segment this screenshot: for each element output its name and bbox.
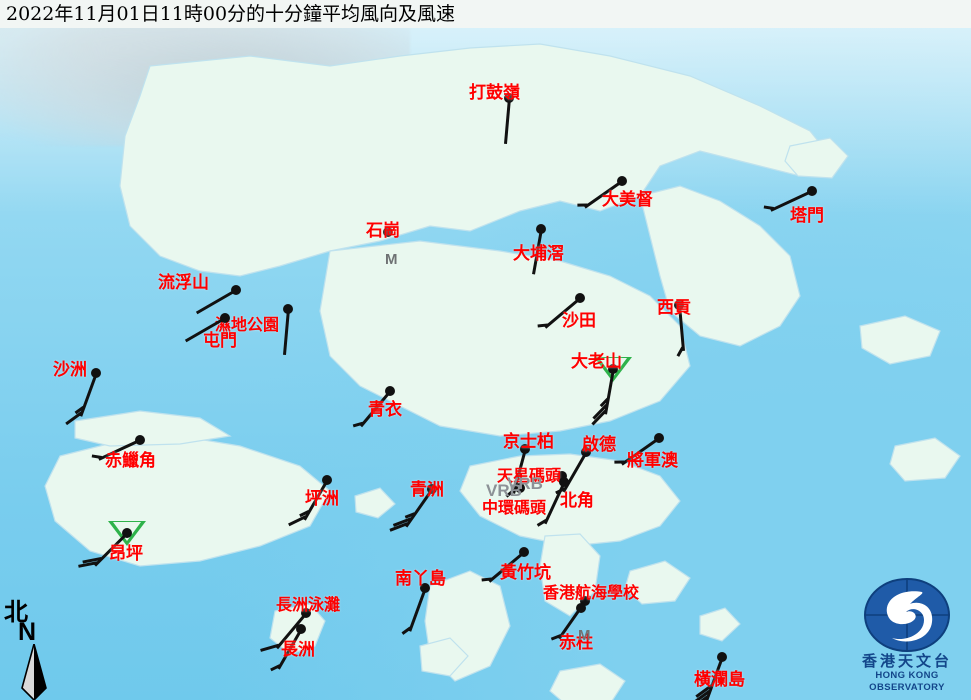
coastline-shapes <box>44 43 961 700</box>
station-dot <box>231 285 241 295</box>
compass-needle-icon <box>21 644 47 700</box>
station-dot <box>383 227 393 237</box>
landmass <box>624 560 691 605</box>
landmass <box>354 487 396 519</box>
hko-name-en: HONG KONG OBSERVATORY <box>869 670 945 693</box>
star-ferry-variable: VRB <box>507 474 543 493</box>
station-dot <box>504 93 514 103</box>
station-label-kai-tak: 啟德 <box>582 435 616 455</box>
station-dot <box>385 386 395 396</box>
station-label-lamma-island: 南丫島 <box>395 569 446 589</box>
station-dot <box>420 583 430 593</box>
station-label-ngong-ping: 昂坪 <box>109 544 143 564</box>
landmass <box>889 437 961 482</box>
station-dot <box>220 313 230 323</box>
station-label-tates-cairn: 大老山 <box>571 352 622 372</box>
station-dot <box>322 475 332 485</box>
station-dot <box>283 304 293 314</box>
station-label-north-point: 北角 <box>560 491 594 511</box>
station-label-lau-fau-shan: 流浮山 <box>158 273 209 293</box>
hko-logo: 香港天文台 HONG KONG OBSERVATORY <box>848 578 966 696</box>
station-dot <box>559 477 569 487</box>
station-label-cheung-chau-beach: 長洲泳灘 <box>276 595 341 614</box>
station-dot <box>807 186 817 196</box>
station-dot <box>608 364 618 374</box>
station-label-shek-kong: 石崗 <box>366 221 400 241</box>
station-label-sha-chau: 沙洲 <box>53 360 87 380</box>
station-label-chek-lap-kok: 赤鱲角 <box>105 451 156 471</box>
station-label-tseung-kwan-o: 將軍澳 <box>627 451 678 471</box>
station-dot <box>536 224 546 234</box>
title-band: 2022年11月01日11時00分的十分鐘平均風向及風速 <box>0 0 971 28</box>
station-dot <box>575 293 585 303</box>
station-label-tap-mun: 塔門 <box>790 206 824 226</box>
station-label-kings-park: 京士柏 <box>503 432 554 452</box>
station-label-tai-mei-tuk: 大美督 <box>602 190 653 210</box>
station-dot <box>557 471 567 481</box>
shek-kong-missing: M <box>385 251 398 268</box>
station-label-wetland-park: 濕地公園 <box>215 315 280 334</box>
landmass <box>74 410 232 447</box>
station-dot <box>301 608 311 618</box>
station-label-ta-kwu-ling: 打鼓嶺 <box>469 83 520 103</box>
station-dot <box>520 444 530 454</box>
station-dot <box>654 433 664 443</box>
landmass <box>419 637 469 677</box>
station-label-star-ferry: 天星碼頭 <box>497 466 562 485</box>
compass-label-cn: 北 <box>4 597 28 626</box>
central-pier-variable: VRB <box>486 481 522 500</box>
station-dot <box>515 483 525 493</box>
station-label-waglan-island: 橫瀾島 <box>694 670 745 690</box>
landmass <box>859 315 941 365</box>
station-dot <box>296 624 306 634</box>
station-label-tai-po-kau: 大埔滘 <box>513 244 564 264</box>
landmass <box>44 435 331 567</box>
landmass <box>459 453 681 547</box>
landmass <box>699 607 741 642</box>
station-dot <box>581 447 591 457</box>
hko-name-cn: 香港天文台 <box>861 652 952 670</box>
page-title: 2022年11月01日11時00分的十分鐘平均風向及風速 <box>6 3 456 25</box>
station-dot <box>519 547 529 557</box>
station-label-ping-chau: 坪洲 <box>305 489 339 509</box>
landmass <box>784 137 849 179</box>
station-dot <box>576 603 586 613</box>
landmass <box>319 240 691 437</box>
hko-emblem-icon <box>862 578 952 652</box>
station-dot <box>580 596 590 606</box>
landmass <box>549 663 626 700</box>
station-dot <box>717 652 727 662</box>
station-label-sha-tin: 沙田 <box>562 311 596 331</box>
station-label-hk-sea-school: 香港航海學校 <box>543 583 640 602</box>
station-dot <box>122 528 132 538</box>
map-canvas[interactable]: 打鼓嶺流浮山濕地公園 石崗 大美督塔門大埔滘沙田 西貢大老山 屯門沙洲赤鱲角 青衣坪洲 青洲… <box>0 26 971 700</box>
station-label-wong-chuk-hang: 黃竹坑 <box>500 563 551 583</box>
compass-label-en: N <box>18 618 37 646</box>
station-dot <box>674 300 684 310</box>
station-label-tsing-yi: 青衣 <box>368 400 402 420</box>
station-label-green-island: 青洲 <box>410 480 444 500</box>
station-dot <box>91 368 101 378</box>
station-label-sai-kung: 西貢 <box>657 298 691 318</box>
compass-rose: 北 N <box>4 592 66 700</box>
station-dot <box>427 484 437 494</box>
landmass <box>119 43 831 277</box>
station-label-central-pier: 中環碼頭 <box>482 498 547 517</box>
station-dot <box>135 435 145 445</box>
station-label-stanley: 赤柱 <box>559 633 593 653</box>
stanley-missing: M <box>578 627 591 644</box>
station-dot <box>617 176 627 186</box>
station-label-cheung-chau: 長洲 <box>281 640 315 660</box>
station-label-tuen-mun: 屯門 <box>203 331 237 351</box>
